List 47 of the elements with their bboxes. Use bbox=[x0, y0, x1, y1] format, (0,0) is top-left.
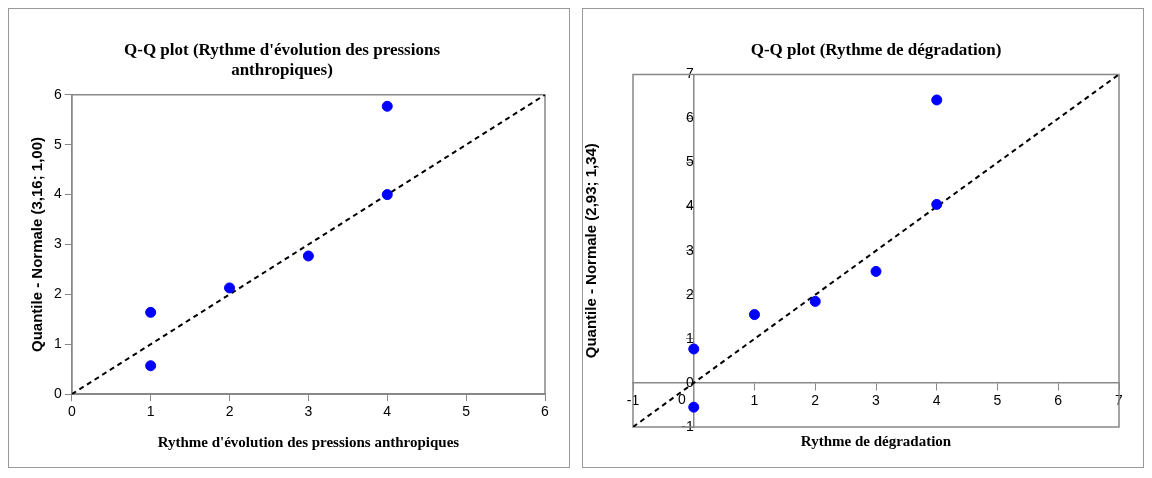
x-axis-title: Rythme de dégradation bbox=[800, 433, 952, 450]
x-tick-label: 5 bbox=[993, 392, 1002, 409]
y-tick-label: 1 bbox=[53, 335, 62, 352]
y-tick-label: 4 bbox=[685, 197, 694, 214]
point bbox=[688, 401, 700, 413]
chart-title: Q-Q plot (Rythme d'évolution des pressions anthropiques) bbox=[124, 39, 441, 79]
y-tick-label: 2 bbox=[685, 285, 694, 302]
y-tick-label: 2 bbox=[53, 285, 62, 302]
x-axis-title: Rythme d'évolution des pressions anthropiques bbox=[157, 433, 460, 450]
x-tick-label: 6 bbox=[541, 403, 550, 420]
y-tick-label: -1 bbox=[681, 417, 694, 434]
x-tick-label: 1 bbox=[146, 403, 155, 420]
x-tick-label: 3 bbox=[304, 403, 313, 420]
x-tick-label: -1 bbox=[626, 392, 640, 409]
y-tick-label: 5 bbox=[685, 153, 694, 170]
y-tick-label: 1 bbox=[685, 329, 694, 346]
y-tick-label: 4 bbox=[53, 185, 62, 202]
y-tick-label: 6 bbox=[53, 85, 62, 102]
point bbox=[224, 282, 236, 294]
point bbox=[145, 306, 157, 318]
point bbox=[931, 94, 943, 106]
point bbox=[688, 343, 700, 355]
point bbox=[931, 198, 943, 210]
point bbox=[749, 309, 760, 321]
y-axis-title: Quantile - Normale (3,16; 1,00) bbox=[28, 136, 46, 353]
point bbox=[381, 189, 393, 201]
x-tick-label: 1 bbox=[750, 392, 759, 409]
y-tick-label: 3 bbox=[685, 241, 694, 258]
x-tick-label: 2 bbox=[225, 403, 234, 420]
point bbox=[381, 100, 393, 112]
x-tick-label: 0 bbox=[67, 403, 76, 420]
x-tick-label: 6 bbox=[1054, 392, 1063, 409]
chart-title: Q-Q plot (Rythme de dégradation) bbox=[750, 39, 1002, 59]
x-tick-label: 3 bbox=[872, 392, 881, 409]
y-tick-label: 5 bbox=[53, 135, 62, 152]
x-tick-label: 5 bbox=[462, 403, 471, 420]
point bbox=[145, 360, 157, 372]
x-tick-label: 4 bbox=[383, 403, 392, 420]
point bbox=[870, 265, 882, 277]
point bbox=[302, 250, 314, 262]
y-tick-label: 0 bbox=[685, 373, 694, 390]
x-tick-label: 4 bbox=[932, 392, 941, 409]
x-tick-label: 2 bbox=[811, 392, 820, 409]
y-tick-label: 3 bbox=[53, 235, 62, 252]
point bbox=[809, 295, 821, 307]
y-tick-label: 6 bbox=[685, 109, 694, 126]
y-axis-title: Quantile - Normale (2,93; 1,34) bbox=[581, 143, 599, 359]
